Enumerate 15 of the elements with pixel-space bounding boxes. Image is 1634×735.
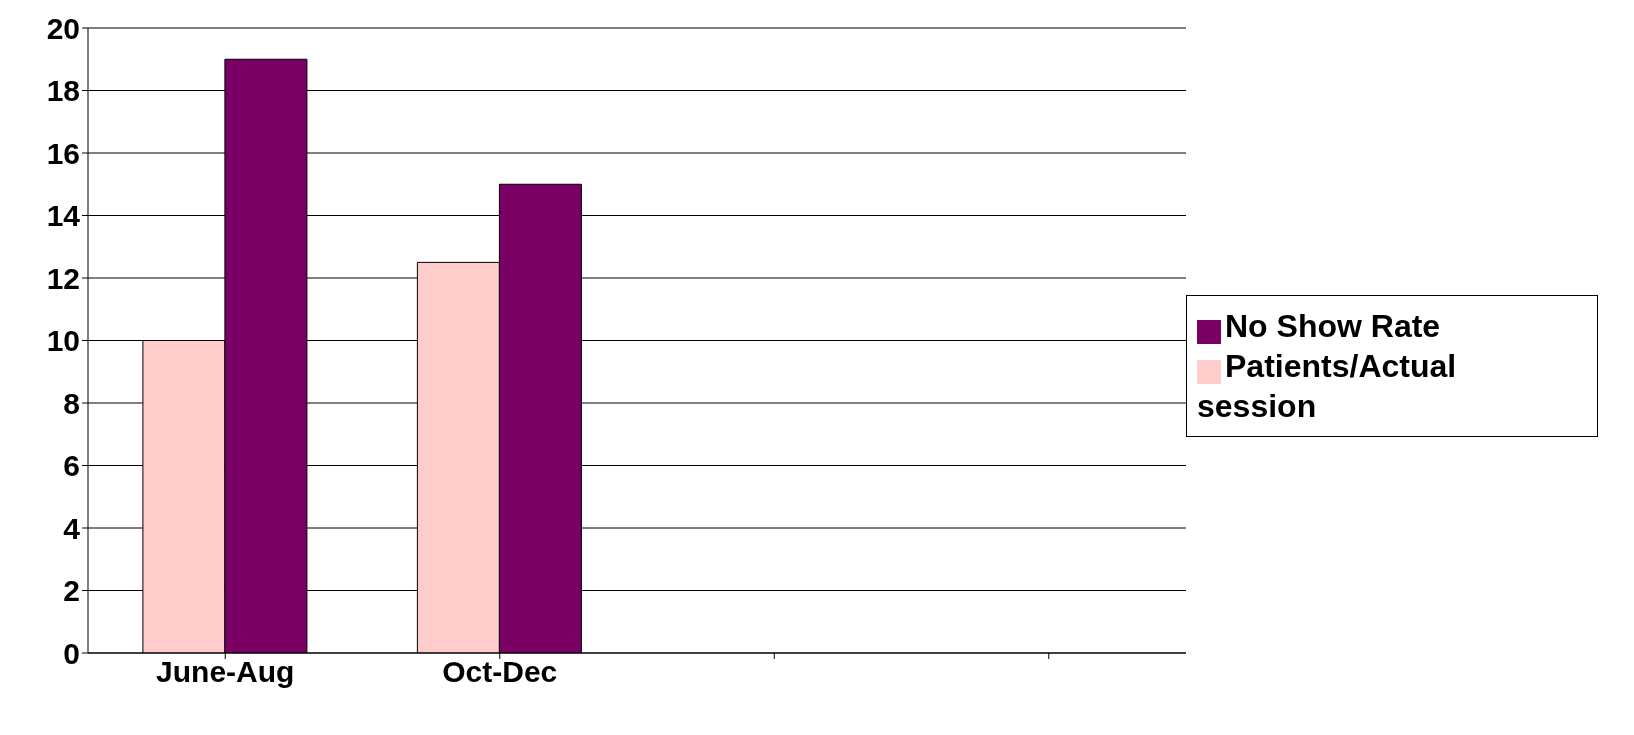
y-tick-label: 4 — [63, 511, 81, 545]
y-tick-label: 20 — [46, 11, 80, 45]
y-tick-label: 2 — [63, 574, 80, 608]
x-tick-label: Oct-Dec — [442, 655, 558, 689]
y-tick-label: 10 — [46, 324, 80, 358]
x-tick-label: June-Aug — [156, 655, 295, 689]
y-tick-label: 14 — [46, 199, 81, 233]
y-tick-label: 6 — [63, 449, 80, 483]
legend-label: No Show Rate — [1225, 307, 1441, 344]
y-tick-label: 16 — [46, 136, 80, 170]
legend-label: Patients/Actual session — [1197, 347, 1457, 424]
y-tick-label: 18 — [46, 74, 80, 108]
y-tick-label: 8 — [63, 386, 80, 420]
y-tick-label: 12 — [46, 261, 80, 295]
y-tick-label: 0 — [63, 636, 80, 670]
